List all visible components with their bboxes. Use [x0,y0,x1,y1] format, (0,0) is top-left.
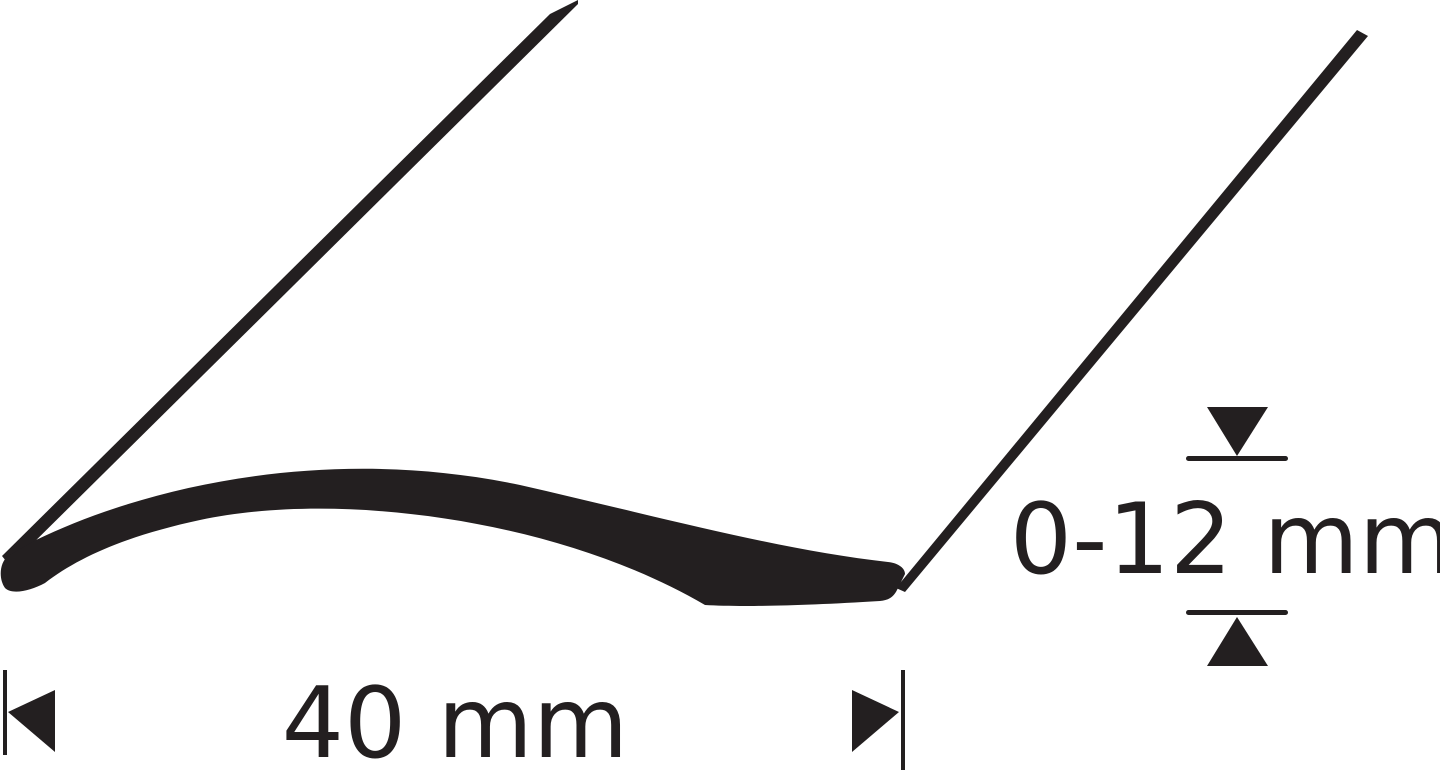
height-label: 0-12 mm [1010,483,1440,597]
width-dimension: 40 mm [3,667,905,775]
right-extension-line [901,670,905,770]
top-reference-line [1186,456,1288,461]
left-arrow [8,690,55,752]
left-extension-line [3,670,7,755]
top-arrow [1207,407,1268,456]
bottom-reference-line [1186,610,1288,615]
width-label: 40 mm [282,667,629,775]
left-diagonal-line [2,0,578,566]
transition-profile [0,468,905,606]
right-diagonal-line [896,30,1368,592]
right-arrow [852,690,899,752]
bottom-arrow [1207,617,1268,666]
height-dimension: 0-12 mm [1010,407,1440,666]
